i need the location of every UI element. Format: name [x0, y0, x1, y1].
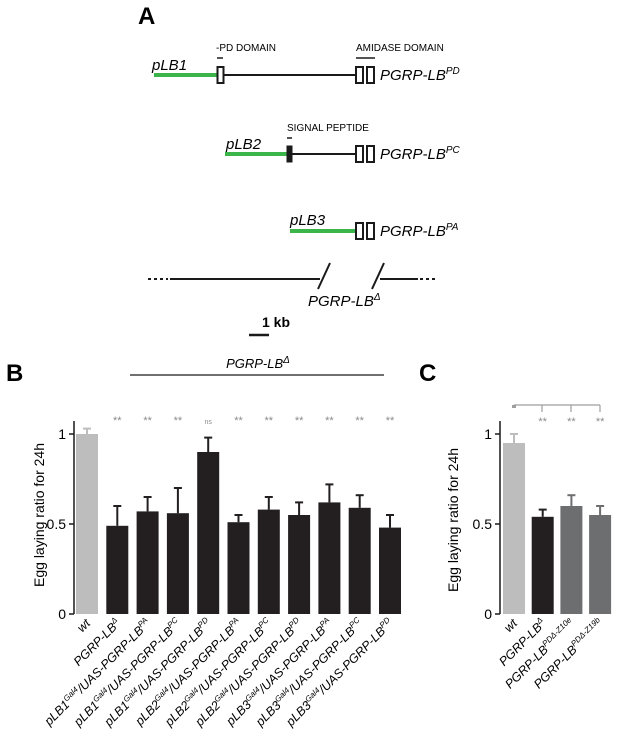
category-label: wt [501, 616, 520, 635]
amidase-exon-2 [366, 222, 375, 240]
panel-a-letter: A [138, 3, 155, 30]
significance-label: ** [295, 415, 304, 427]
chart-b-bracket-label: PGRP-LBΔ [226, 355, 290, 371]
significance-label: ** [113, 415, 122, 427]
gene-label-pd: PGRP-LBPD [380, 66, 460, 84]
bar [257, 509, 280, 614]
gene-label-pc: PGRP-LBPC [380, 145, 461, 163]
y-tick-label: 0 [58, 606, 66, 622]
promoter-plb3-label: pLB3 [289, 212, 326, 229]
gene-label-pa: PGRP-LBPA [380, 222, 459, 240]
amidase-exon-2 [366, 66, 375, 84]
chart-c: Egg laying ratio for 24h 00.51wt**PGRP-L… [445, 404, 612, 691]
amidase-exon-1 [355, 145, 364, 163]
pd-domain-exon [216, 66, 225, 84]
construct-plb2: SIGNAL PEPTIDE pLB2 PGRP-LBPC [225, 123, 461, 163]
bar [227, 522, 250, 614]
significance-label: ** [234, 415, 243, 427]
significance-label: ** [538, 416, 547, 428]
deletion-gene-label: PGRP-LBΔ [308, 292, 381, 310]
construct-plb3: pLB3 PGRP-LBPA [289, 212, 459, 240]
significance-label: ** [143, 415, 152, 427]
pd-domain-label: -PD DOMAIN [216, 43, 276, 54]
bar [76, 434, 98, 614]
bar [197, 452, 220, 614]
significance-label: ** [355, 415, 364, 427]
amidase-exon-1 [355, 222, 364, 240]
deletion-allele: PGRP-LBΔ [148, 262, 436, 310]
bar [589, 515, 612, 614]
chart-b-ylabel: Egg laying ratio for 24h [31, 443, 47, 587]
bar [166, 513, 189, 614]
significance-label: ** [174, 415, 183, 427]
promoter-plb2-label: pLB2 [225, 136, 262, 153]
amidase-exon-2 [366, 145, 375, 163]
break-mark-left [317, 262, 331, 290]
construct-plb1: -PD DOMAIN AMIDASE DOMAIN pLB1 PGRP-LBPD [151, 43, 460, 84]
y-tick-label: 0.5 [47, 516, 67, 532]
y-tick-label: 0 [484, 606, 492, 622]
panel-c-letter: C [419, 360, 436, 387]
significance-label: ** [325, 415, 334, 427]
bar [106, 525, 129, 614]
significance-label: ** [265, 415, 274, 427]
promoter-plb1-label: pLB1 [151, 57, 187, 74]
chart-c-ylabel: Egg laying ratio for 24h [445, 448, 461, 592]
signal-peptide-exon [286, 145, 293, 163]
bar [560, 506, 583, 614]
y-tick-label: 1 [484, 426, 492, 442]
significance-label: ** [596, 416, 605, 428]
signal-peptide-label: SIGNAL PEPTIDE [287, 123, 369, 134]
significance-label: ns [204, 419, 212, 426]
break-mark-right [371, 262, 385, 290]
panel-b-letter: B [6, 360, 23, 387]
scale-bar-label: 1 kb [262, 314, 290, 330]
amidase-exon-1 [355, 66, 364, 84]
bar [503, 443, 525, 614]
significance-label: ** [567, 416, 576, 428]
bar [348, 507, 371, 614]
amidase-domain-label: AMIDASE DOMAIN [356, 43, 444, 54]
bar [318, 502, 341, 614]
bar [379, 527, 401, 614]
chart-b: Egg laying ratio for 24h PGRP-LBΔ 0 0.5 1 w… [31, 355, 401, 730]
bar [288, 515, 311, 614]
y-tick-label: 0.5 [473, 516, 493, 532]
bar [531, 516, 554, 614]
category-label: wt [74, 616, 93, 635]
bar [136, 511, 159, 614]
y-tick-label: 1 [58, 426, 66, 442]
scale-bar: 1 kb [249, 314, 290, 337]
significance-label: ** [386, 415, 395, 427]
